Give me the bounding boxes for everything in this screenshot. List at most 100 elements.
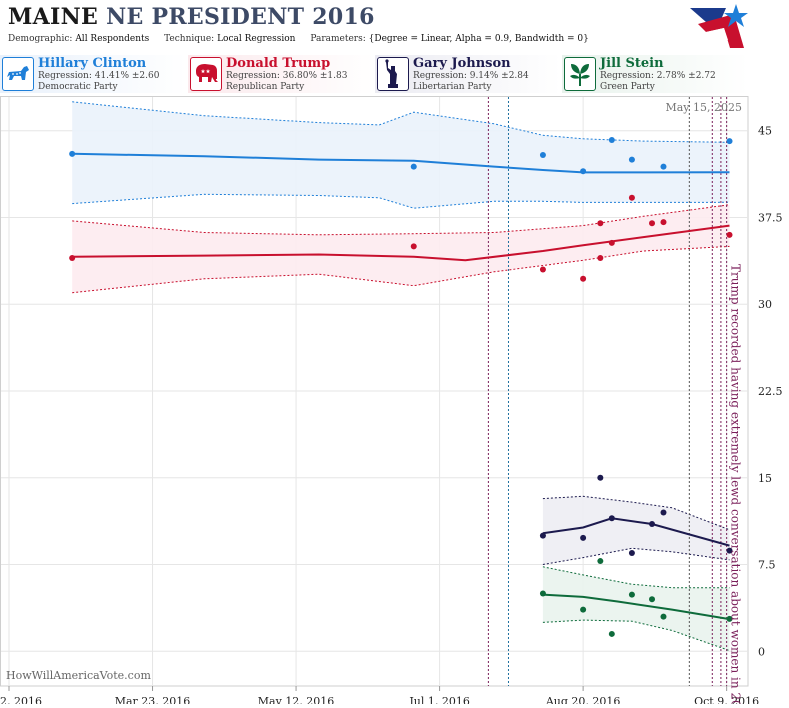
poll-point [580,606,587,613]
poll-point [628,591,635,598]
poll-point [628,156,635,163]
candidate-name: Hillary Clinton [38,56,147,71]
candidate-regression: Regression: 9.14% ±2.84 [413,71,529,81]
parameters-label: Parameters: [310,34,366,44]
poll-point [69,150,76,157]
chart-header: MAINE NE PRESIDENT 2016 Demographic: All… [0,0,789,52]
technique-value: Local Regression [217,34,296,44]
poll-point [597,474,604,481]
poll-point [69,254,76,261]
poll-point [660,163,667,170]
candidate-regression: Regression: 41.41% ±2.60 [38,71,160,81]
poll-point [608,630,615,637]
candidate-regression: Regression: 36.80% ±1.83 [226,71,348,81]
poll-point [410,163,417,170]
poll-point [726,547,733,554]
candidate-regression: Regression: 2.78% ±2.72 [600,71,716,81]
band-lower-bound [72,245,730,294]
candidate-card-stein[interactable]: Jill Stein Regression: 2.78% ±2.72 Green… [562,55,748,93]
donkey-icon [2,57,34,91]
title-rest: NE PRESIDENT 2016 [106,4,375,30]
trend-line [542,593,730,621]
parameters-line: Demographic: All Respondents Technique: … [8,34,601,44]
poll-point [539,152,546,158]
technique-label: Technique: [164,34,215,44]
poll-point [660,219,667,226]
x-tick-label: Aug 20, 2016 [545,695,621,704]
poll-point [608,136,615,143]
brand-logo [690,4,748,48]
watermark: HowWillAmericaVote.com [6,669,151,682]
poll-point [660,613,667,620]
poll-point [726,615,733,622]
y-tick-label: 15 [758,472,772,485]
y-tick-label: 30 [758,298,772,311]
candidate-party: Green Party [600,82,655,92]
candidate-card-trump[interactable]: Donald Trump Regression: 36.80% ±1.83 Re… [188,55,374,93]
poll-point [597,220,604,227]
confidence-band [72,101,730,209]
poll-point [410,243,417,250]
parameters-value: {Degree = Linear, Alpha = 0.9, Bandwidth… [368,34,589,44]
candidate-name: Gary Johnson [413,56,511,71]
band-upper-bound [72,101,730,143]
confidence-band [72,204,730,293]
y-tick-label: 7.5 [758,559,776,572]
leaf-icon [564,57,596,91]
poll-point [539,590,546,597]
demographic-value: All Respondents [75,34,150,44]
poll-points [69,136,733,637]
demographic-label: Demographic: [8,34,73,44]
band-lower-bound [72,193,730,209]
y-tick-label: 37.5 [758,211,783,224]
trend-line [72,152,730,174]
poll-point [649,521,656,528]
band-lower-bound [542,619,730,652]
event-annotation: Trump recorded having extremely lewd con… [729,264,743,704]
y-tick-label: 45 [758,125,772,138]
poll-point [539,532,546,539]
x-tick-label: May 12, 2016 [258,695,335,704]
confidence-band [542,566,730,651]
trend-lines [72,152,730,621]
poll-point [628,549,635,556]
date-stamp: May 15, 2025 [665,101,742,114]
poll-point [597,254,604,261]
x-tick-label: Mar 23, 2016 [115,695,191,704]
candidate-party: Democratic Party [38,82,118,92]
poll-point [660,509,667,516]
x-tick-label: Oct 9, 2016 [694,695,759,704]
y-tick-label: 0 [758,645,765,658]
poll-point [649,596,656,603]
confidence-band [542,496,730,565]
poll-chart: 0 7.5 15 22.5 30 37.5 45 Feb 2, 2016 Mar 23, 201… [0,96,783,708]
elephant-icon [190,57,222,91]
page-title: MAINE NE PRESIDENT 2016 [8,4,375,30]
candidate-legend: Hillary Clinton Regression: 41.41% ±2.60… [0,52,789,94]
poll-point [628,194,635,201]
candidate-card-clinton[interactable]: Hillary Clinton Regression: 41.41% ±2.60… [0,55,186,93]
candidate-party: Republican Party [226,82,305,92]
poll-point [597,558,604,565]
poll-point [580,275,587,282]
statue-of-liberty-icon [377,57,409,91]
band-upper-bound [542,495,730,531]
x-tick-label: Jul 1, 2016 [408,695,470,704]
candidate-party: Libertarian Party [413,82,492,92]
poll-point [608,515,615,522]
y-tick-label: 22.5 [758,385,783,398]
candidate-name: Donald Trump [226,56,331,71]
x-tick-label: Feb 2, 2016 [0,695,42,704]
poll-point [649,220,656,227]
poll-point [580,534,587,541]
poll-point [539,266,546,273]
candidate-name: Jill Stein [600,56,664,71]
poll-point [608,239,615,246]
poll-point [580,168,587,175]
poll-point [726,231,733,238]
candidate-card-johnson[interactable]: Gary Johnson Regression: 9.14% ±2.84 Lib… [375,55,561,93]
poll-point [726,138,733,145]
title-state: MAINE [8,4,99,30]
chart-area: 0 7.5 15 22.5 30 37.5 45 Feb 2, 2016 Mar 23, 201… [0,96,789,708]
confidence-bands [72,101,730,652]
